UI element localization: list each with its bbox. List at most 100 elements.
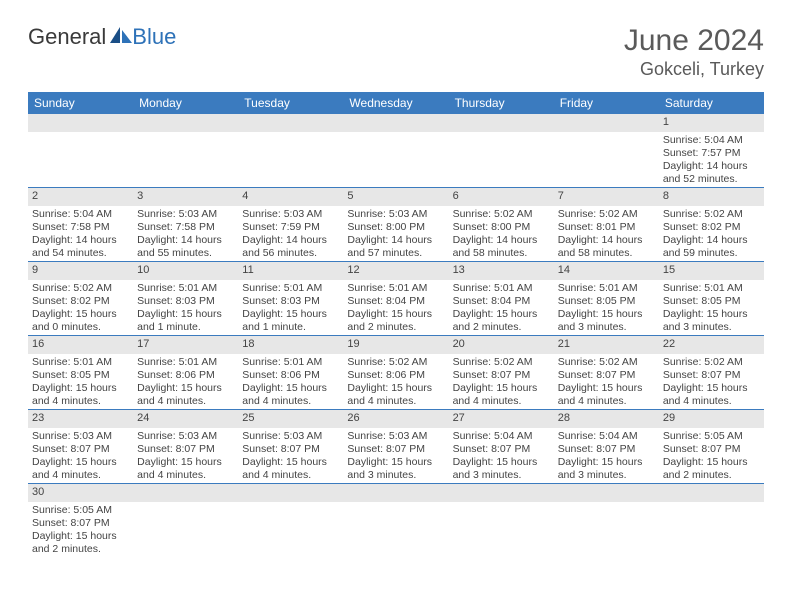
calendar-cell: 12Sunrise: 5:01 AMSunset: 8:04 PMDayligh…	[343, 262, 448, 336]
daylight-text: Daylight: 15 hours and 4 minutes.	[453, 382, 550, 408]
daylight-text: Daylight: 15 hours and 1 minute.	[137, 308, 234, 334]
title-block: June 2024 Gokceli, Turkey	[624, 24, 764, 80]
day-number	[659, 484, 764, 502]
daylight-text: Daylight: 15 hours and 1 minute.	[242, 308, 339, 334]
calendar-cell: 28Sunrise: 5:04 AMSunset: 8:07 PMDayligh…	[554, 410, 659, 484]
daylight-text: Daylight: 15 hours and 3 minutes.	[558, 456, 655, 482]
daylight-text: Daylight: 15 hours and 4 minutes.	[32, 382, 129, 408]
sunset-text: Sunset: 7:58 PM	[137, 221, 234, 234]
day-info: Sunrise: 5:04 AMSunset: 8:07 PMDaylight:…	[449, 428, 554, 483]
daylight-text: Daylight: 15 hours and 2 minutes.	[347, 308, 444, 334]
day-number: 14	[554, 262, 659, 280]
daylight-text: Daylight: 15 hours and 2 minutes.	[663, 456, 760, 482]
day-number	[343, 484, 448, 502]
day-info: Sunrise: 5:02 AMSunset: 8:06 PMDaylight:…	[343, 354, 448, 409]
sunset-text: Sunset: 8:05 PM	[32, 369, 129, 382]
calendar-cell	[343, 484, 448, 558]
day-number: 29	[659, 410, 764, 428]
sunrise-text: Sunrise: 5:01 AM	[32, 356, 129, 369]
day-number: 23	[28, 410, 133, 428]
day-info: Sunrise: 5:01 AMSunset: 8:04 PMDaylight:…	[343, 280, 448, 335]
day-number: 10	[133, 262, 238, 280]
sunrise-text: Sunrise: 5:03 AM	[137, 430, 234, 443]
sunset-text: Sunset: 8:02 PM	[663, 221, 760, 234]
calendar-row: 23Sunrise: 5:03 AMSunset: 8:07 PMDayligh…	[28, 410, 764, 484]
daylight-text: Daylight: 15 hours and 4 minutes.	[347, 382, 444, 408]
calendar-cell: 25Sunrise: 5:03 AMSunset: 8:07 PMDayligh…	[238, 410, 343, 484]
calendar-row: 1Sunrise: 5:04 AMSunset: 7:57 PMDaylight…	[28, 114, 764, 188]
day-number: 9	[28, 262, 133, 280]
calendar-cell	[449, 484, 554, 558]
calendar-cell: 17Sunrise: 5:01 AMSunset: 8:06 PMDayligh…	[133, 336, 238, 410]
calendar-cell	[238, 484, 343, 558]
daylight-text: Daylight: 14 hours and 58 minutes.	[453, 234, 550, 260]
calendar-cell: 20Sunrise: 5:02 AMSunset: 8:07 PMDayligh…	[449, 336, 554, 410]
day-number	[554, 114, 659, 132]
day-info: Sunrise: 5:01 AMSunset: 8:03 PMDaylight:…	[238, 280, 343, 335]
day-info: Sunrise: 5:01 AMSunset: 8:03 PMDaylight:…	[133, 280, 238, 335]
calendar-cell: 16Sunrise: 5:01 AMSunset: 8:05 PMDayligh…	[28, 336, 133, 410]
sunset-text: Sunset: 8:07 PM	[663, 369, 760, 382]
sunset-text: Sunset: 8:07 PM	[347, 443, 444, 456]
sunrise-text: Sunrise: 5:04 AM	[558, 430, 655, 443]
day-number: 26	[343, 410, 448, 428]
logo-text-general: General	[28, 24, 106, 50]
daylight-text: Daylight: 15 hours and 4 minutes.	[663, 382, 760, 408]
sunrise-text: Sunrise: 5:02 AM	[663, 208, 760, 221]
day-info: Sunrise: 5:02 AMSunset: 8:02 PMDaylight:…	[28, 280, 133, 335]
calendar-cell: 11Sunrise: 5:01 AMSunset: 8:03 PMDayligh…	[238, 262, 343, 336]
sunrise-text: Sunrise: 5:04 AM	[32, 208, 129, 221]
day-info: Sunrise: 5:05 AMSunset: 8:07 PMDaylight:…	[659, 428, 764, 483]
day-info: Sunrise: 5:03 AMSunset: 8:07 PMDaylight:…	[343, 428, 448, 483]
sunset-text: Sunset: 8:06 PM	[347, 369, 444, 382]
calendar-row: 30Sunrise: 5:05 AMSunset: 8:07 PMDayligh…	[28, 484, 764, 558]
sunset-text: Sunset: 8:00 PM	[453, 221, 550, 234]
calendar-cell: 15Sunrise: 5:01 AMSunset: 8:05 PMDayligh…	[659, 262, 764, 336]
daylight-text: Daylight: 15 hours and 4 minutes.	[242, 456, 339, 482]
sunset-text: Sunset: 8:07 PM	[558, 369, 655, 382]
day-number: 5	[343, 188, 448, 206]
sunrise-text: Sunrise: 5:03 AM	[242, 430, 339, 443]
sunrise-text: Sunrise: 5:01 AM	[453, 282, 550, 295]
sunrise-text: Sunrise: 5:03 AM	[32, 430, 129, 443]
day-number: 7	[554, 188, 659, 206]
calendar-row: 2 Sunrise: 5:04 AM Sunset: 7:58 PM Daylight…	[28, 188, 764, 262]
calendar-cell	[449, 114, 554, 188]
weekday-header: Sunday	[28, 92, 133, 114]
day-info: Sunrise: 5:05 AMSunset: 8:07 PMDaylight:…	[28, 502, 133, 557]
sunset-text: Sunset: 8:07 PM	[32, 443, 129, 456]
daylight-text: Daylight: 14 hours and 59 minutes.	[663, 234, 760, 260]
calendar-cell: 5Sunrise: 5:03 AMSunset: 8:00 PMDaylight…	[343, 188, 448, 262]
sunset-text: Sunset: 8:07 PM	[32, 517, 129, 530]
day-info: Sunrise: 5:01 AMSunset: 8:06 PMDaylight:…	[133, 354, 238, 409]
calendar-cell	[133, 484, 238, 558]
day-number: 11	[238, 262, 343, 280]
sunrise-text: Sunrise: 5:04 AM	[663, 134, 760, 147]
daylight-text: Daylight: 15 hours and 2 minutes.	[32, 530, 129, 556]
day-number: 28	[554, 410, 659, 428]
day-info: Sunrise: 5:03 AMSunset: 8:07 PMDaylight:…	[28, 428, 133, 483]
day-info: Sunrise: 5:03 AMSunset: 8:07 PMDaylight:…	[133, 428, 238, 483]
calendar-cell	[133, 114, 238, 188]
sunset-text: Sunset: 8:07 PM	[137, 443, 234, 456]
calendar-cell: 18Sunrise: 5:01 AMSunset: 8:06 PMDayligh…	[238, 336, 343, 410]
sunset-text: Sunset: 8:03 PM	[137, 295, 234, 308]
sunset-text: Sunset: 8:05 PM	[663, 295, 760, 308]
sunset-text: Sunset: 8:03 PM	[242, 295, 339, 308]
day-info: Sunrise: 5:03 AMSunset: 7:59 PMDaylight:…	[238, 206, 343, 261]
day-number	[343, 114, 448, 132]
calendar-cell: 14Sunrise: 5:01 AMSunset: 8:05 PMDayligh…	[554, 262, 659, 336]
day-number	[449, 114, 554, 132]
day-number	[28, 114, 133, 132]
sunrise-text: Sunrise: 5:02 AM	[663, 356, 760, 369]
day-number	[238, 484, 343, 502]
calendar-cell: 21Sunrise: 5:02 AMSunset: 8:07 PMDayligh…	[554, 336, 659, 410]
calendar-cell	[28, 114, 133, 188]
sunrise-text: Sunrise: 5:01 AM	[242, 282, 339, 295]
day-number: 2	[28, 188, 133, 206]
day-number: 15	[659, 262, 764, 280]
calendar-cell: 26Sunrise: 5:03 AMSunset: 8:07 PMDayligh…	[343, 410, 448, 484]
day-info: Sunrise: 5:02 AMSunset: 8:07 PMDaylight:…	[554, 354, 659, 409]
day-number: 1	[659, 114, 764, 132]
daylight-text: Daylight: 15 hours and 3 minutes.	[453, 456, 550, 482]
